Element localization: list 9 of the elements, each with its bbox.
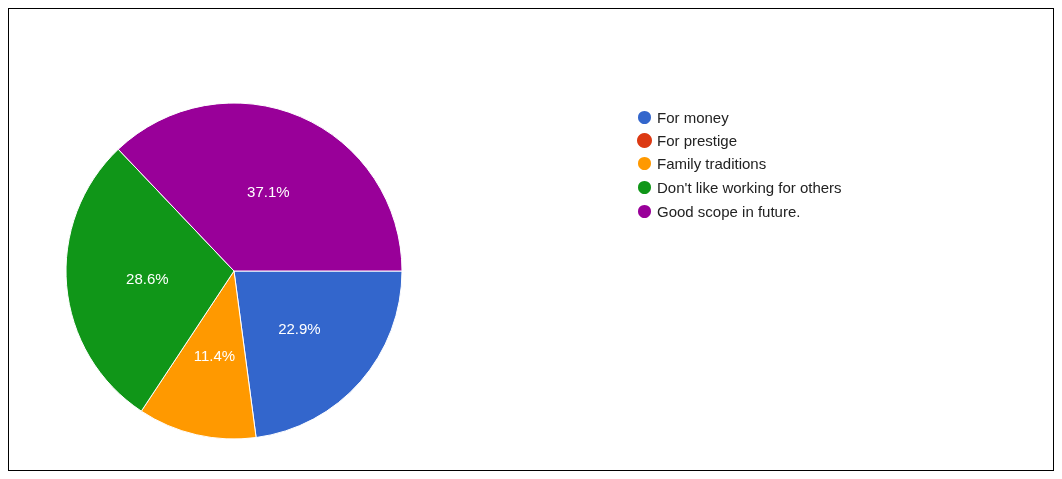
- data-label: 37.1%: [247, 182, 290, 200]
- legend-label: For prestige: [657, 132, 738, 149]
- legend-label: For money: [657, 109, 730, 126]
- data-label: 11.4%: [193, 347, 236, 365]
- data-label: 28.6%: [126, 270, 169, 288]
- data-label: 22.9%: [278, 319, 321, 337]
- legend-label: Good scope in future.: [657, 203, 801, 220]
- legend-label: Don't like working for others: [657, 179, 842, 196]
- legend-label: Family traditions: [657, 155, 767, 172]
